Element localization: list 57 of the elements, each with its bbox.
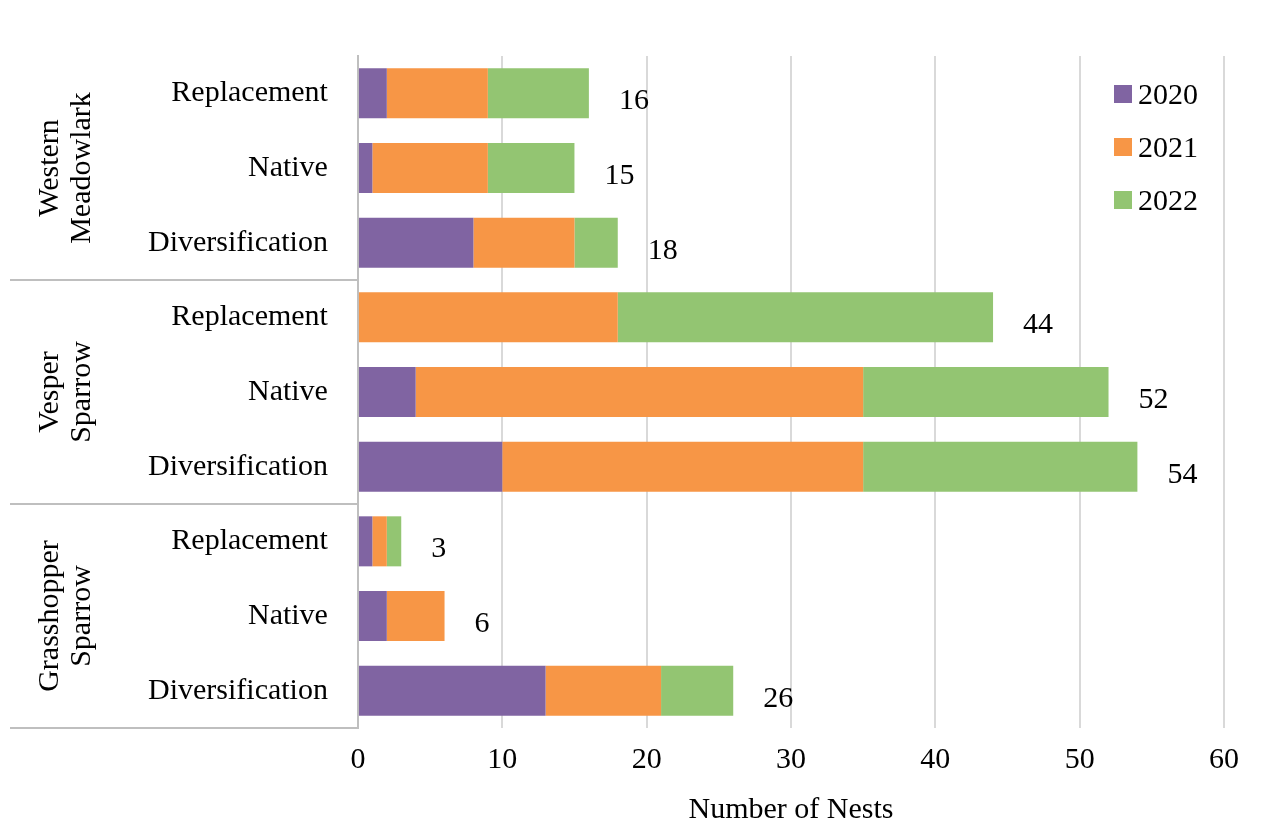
y-tick-label: Native xyxy=(247,372,328,406)
bar xyxy=(502,441,864,492)
bar xyxy=(863,441,1138,492)
x-tick-label: 30 xyxy=(775,740,806,774)
bar xyxy=(415,366,864,418)
legend-label: 2022 xyxy=(1138,182,1198,216)
bar xyxy=(358,516,373,567)
bar xyxy=(574,217,618,268)
total-label: 18 xyxy=(647,231,678,265)
text: Western Meadowlark xyxy=(30,92,96,244)
total-label: 54 xyxy=(1167,455,1198,489)
total-label: 15 xyxy=(604,156,635,190)
bar xyxy=(473,217,575,268)
bar xyxy=(358,142,373,194)
y-tick-label: Native xyxy=(247,148,328,182)
x-tick-label: 20 xyxy=(631,740,662,774)
bar xyxy=(358,590,387,642)
bar xyxy=(358,665,546,716)
total-label: 16 xyxy=(618,82,649,116)
bar xyxy=(661,665,734,716)
bar xyxy=(487,68,589,119)
bar xyxy=(372,516,387,567)
y-tick-label: Replacement xyxy=(171,522,329,556)
bar xyxy=(863,366,1109,418)
total-label: 6 xyxy=(474,604,490,638)
bar xyxy=(386,68,488,119)
bar xyxy=(545,665,662,716)
total-label: 52 xyxy=(1138,380,1169,414)
x-axis-title: Number of Nests xyxy=(688,790,894,824)
bar xyxy=(358,292,618,343)
legend-label: 2020 xyxy=(1138,76,1198,110)
x-tick-label: 10 xyxy=(487,740,518,774)
y-tick-label: Replacement xyxy=(171,74,329,108)
bar xyxy=(617,292,994,343)
x-tick-label: 40 xyxy=(920,740,951,774)
bar xyxy=(386,516,402,567)
bar xyxy=(386,590,445,642)
text: Grasshopper Sparrow xyxy=(30,540,96,692)
bar xyxy=(372,142,488,194)
y-tick-label: Replacement xyxy=(171,298,329,332)
total-label: 3 xyxy=(431,530,447,564)
total-label: 26 xyxy=(763,679,794,713)
legend-label: 2021 xyxy=(1138,129,1198,163)
bar xyxy=(487,142,575,194)
y-tick-label: Diversification xyxy=(147,223,328,257)
text: Vesper Sparrow xyxy=(30,340,96,443)
bar xyxy=(358,441,503,492)
bar xyxy=(358,68,387,119)
y-tick-label: Diversification xyxy=(147,447,328,481)
y-tick-label: Diversification xyxy=(147,671,328,705)
bar xyxy=(358,366,416,418)
x-tick-label: 50 xyxy=(1064,740,1095,774)
x-tick-label: 60 xyxy=(1209,740,1239,774)
y-tick-label: Native xyxy=(247,596,328,630)
bar xyxy=(358,217,474,268)
x-tick-label: 0 xyxy=(350,740,366,774)
total-label: 44 xyxy=(1023,306,1054,340)
